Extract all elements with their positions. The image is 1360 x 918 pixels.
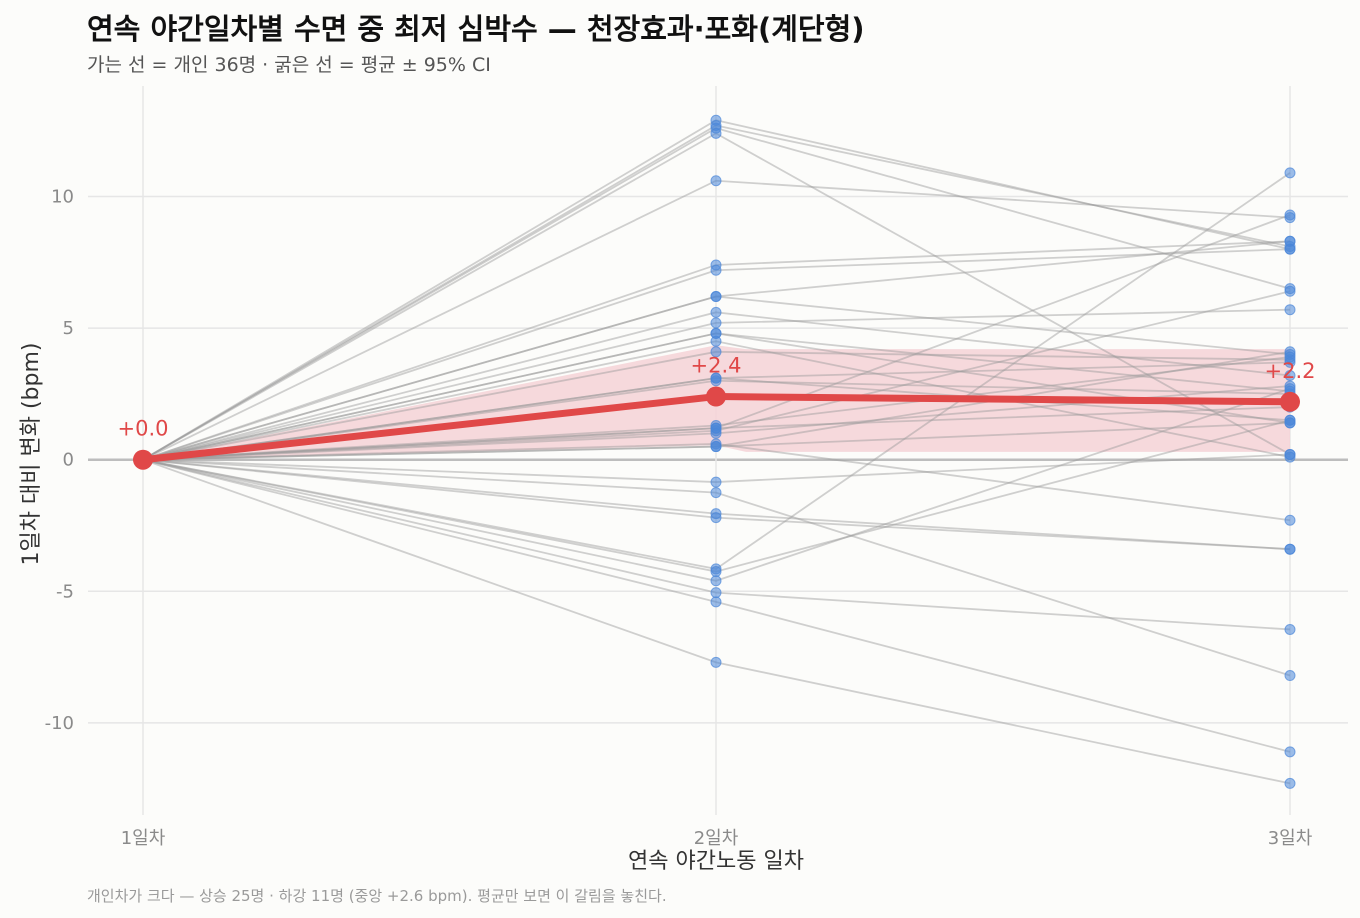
mean-point [1280, 391, 1300, 412]
x-axis-title: 연속 야간노동 일차 [628, 849, 804, 874]
individual-point [1284, 514, 1296, 526]
individual-point [1284, 746, 1296, 758]
x-tick-label: 2일차 [694, 828, 739, 849]
individual-point [710, 346, 722, 358]
individual-point [710, 372, 722, 384]
individual-point [710, 575, 722, 587]
individual-point [1284, 369, 1296, 381]
individual-point [1284, 209, 1296, 221]
individual-point [710, 512, 722, 524]
x-tick-label: 3일차 [1268, 828, 1313, 849]
individual-point [710, 317, 722, 329]
individual-point [1284, 346, 1296, 358]
individual-points-layer [710, 114, 1296, 789]
individual-point [1284, 356, 1296, 368]
individual-point [1284, 670, 1296, 682]
individual-point [1284, 448, 1296, 460]
individual-point [710, 441, 722, 453]
individual-point [1284, 304, 1296, 316]
x-tick-label: 1일차 [121, 828, 166, 849]
mean-series-layer: +0.0 +2.4 +2.2 [118, 354, 1316, 470]
chart-title: 연속 야간일차별 수면 중 최저 심박수 — 천장효과·포화(계단형) [87, 12, 865, 46]
individual-point [710, 306, 722, 318]
individual-point [1284, 285, 1296, 297]
mean-value-label: +2.2 [1265, 359, 1316, 383]
individual-point [1284, 623, 1296, 635]
individual-point [710, 127, 722, 139]
individual-point [710, 656, 722, 668]
mean-value-label: +2.4 [691, 354, 742, 378]
y-axis-title: 1일차 대비 변화 (bpm) [19, 343, 44, 566]
individual-point [1284, 167, 1296, 179]
individual-point [710, 476, 722, 488]
y-tick-label: 0 [63, 450, 74, 471]
individual-point [1284, 235, 1296, 247]
individual-point [710, 487, 722, 499]
mean-point [706, 386, 726, 407]
individual-point [1284, 777, 1296, 789]
tick-labels-layer: -10 -5 0 5 10 1일차 2일차 3일차 [45, 187, 1313, 849]
individual-point [1284, 417, 1296, 429]
y-tick-label: 10 [51, 187, 74, 208]
mean-point [133, 449, 153, 470]
individual-point [710, 587, 722, 599]
individual-point [1284, 543, 1296, 555]
individual-point [710, 596, 722, 608]
individual-point [710, 566, 722, 578]
mean-value-label: +0.0 [118, 417, 169, 441]
y-tick-label: -10 [45, 713, 74, 734]
individual-point [710, 175, 722, 187]
individual-point [710, 422, 722, 434]
y-tick-label: 5 [63, 318, 74, 339]
chart-caption: 개인차가 크다 — 상승 25명 · 하강 11명 (중앙 +2.6 bpm).… [87, 887, 667, 905]
chart-subtitle: 가는 선 = 개인 36명 · 굵은 선 = 평균 ± 95% CI [87, 54, 491, 76]
individual-point [710, 264, 722, 276]
individual-point [710, 291, 722, 303]
individual-point [710, 327, 722, 339]
y-tick-label: -5 [56, 581, 74, 602]
